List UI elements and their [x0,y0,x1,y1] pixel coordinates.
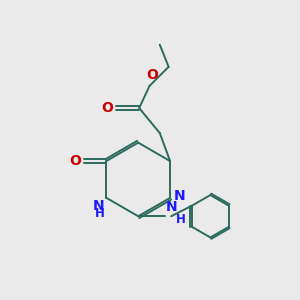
Text: H: H [176,213,186,226]
Text: N: N [92,199,104,213]
Text: N: N [166,200,178,214]
Text: N: N [174,189,185,203]
Text: O: O [101,101,113,115]
Text: O: O [146,68,158,83]
Text: H: H [95,207,105,220]
Text: O: O [69,154,81,168]
